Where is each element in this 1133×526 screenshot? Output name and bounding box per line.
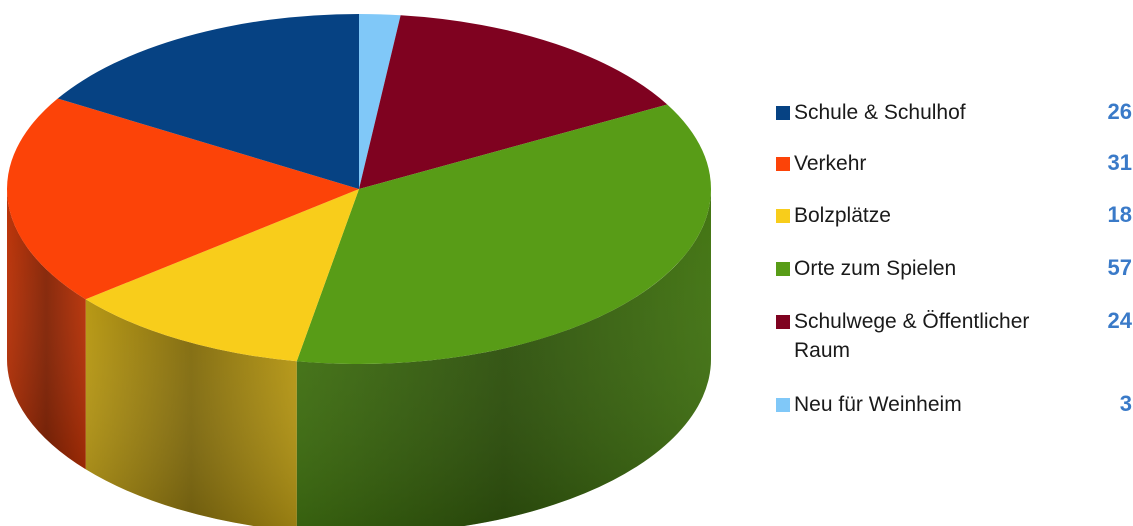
legend-label-schule: Schule & Schulhof xyxy=(794,101,966,124)
pie-side-depth-verkehr xyxy=(7,189,86,470)
legend-label-bolzplaetze: Bolzplätze xyxy=(794,204,891,227)
legend-swatch-schulwege xyxy=(776,315,790,329)
pie-slice-schulwege xyxy=(359,15,668,190)
legend-label-schulwege: Schulwege & Öffentlicher Raum xyxy=(794,310,1030,362)
pie-top xyxy=(6,13,712,365)
legend-swatch-schule xyxy=(776,106,790,120)
pie-slice-bolzplaetze xyxy=(85,189,359,362)
legend-swatch-verkehr xyxy=(776,157,790,171)
legend-label-neu-fuer-weinheim: Neu für Weinheim xyxy=(794,393,962,416)
pie-slice-orte-zum-spielen xyxy=(296,104,712,365)
legend-swatch-bolzplaetze xyxy=(776,209,790,223)
legend-swatch-orte-zum-spielen xyxy=(776,262,790,276)
pie-slice-verkehr xyxy=(6,98,360,300)
legend-label-verkehr: Verkehr xyxy=(794,152,867,175)
pie-sides xyxy=(7,189,711,526)
legend-value-bolzplaetze: 18 xyxy=(1107,202,1132,227)
pie-side-depth-orte-zum-spielen xyxy=(296,189,711,526)
legend-value-schule: 26 xyxy=(1107,99,1132,124)
legend-value-orte-zum-spielen: 57 xyxy=(1107,255,1132,280)
pie-side-depth-bolzplaetze xyxy=(85,299,297,526)
legend-label-orte-zum-spielen: Orte zum Spielen xyxy=(794,257,957,280)
pie-slice-neu-fuer-weinheim xyxy=(359,14,401,189)
legend-value-schulwege: 24 xyxy=(1107,308,1132,333)
pie-slice-schule xyxy=(57,13,359,189)
legend-swatch-neu-fuer-weinheim xyxy=(776,398,790,412)
legend-value-verkehr: 31 xyxy=(1107,150,1132,175)
legend-value-neu-fuer-weinheim: 3 xyxy=(1119,391,1132,416)
